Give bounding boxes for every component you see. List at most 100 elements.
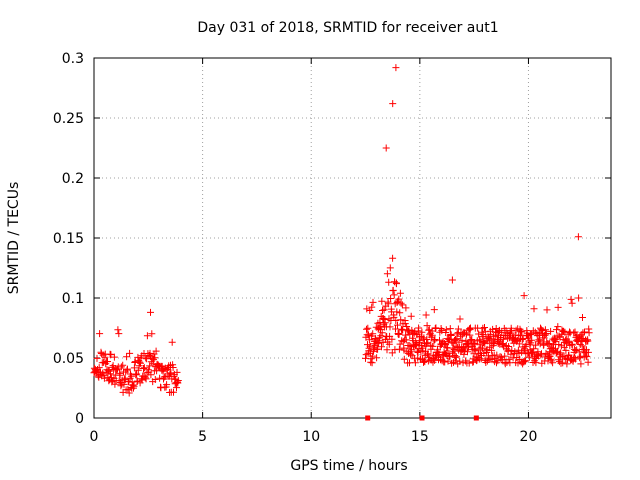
data-point [584,358,592,366]
data-point [438,327,446,335]
data-point [557,349,565,357]
data-point [428,331,436,339]
data-point [381,319,389,327]
data-point [547,327,555,335]
data-point [156,374,164,382]
axis-ticks: 0 0.05 0.1 0.15 0.2 0.25 0.3 0 5 10 15 20 [53,51,611,445]
data-point [401,320,409,328]
data-point [568,340,576,348]
data-point [422,311,430,319]
data-point [385,278,393,286]
data-point [424,350,432,358]
data-point [572,347,580,354]
data-point [111,380,119,388]
data-point [495,327,503,335]
data-point [126,349,134,357]
data-point [151,376,159,383]
data-point [446,325,454,333]
data-point [482,359,490,366]
data-points [90,64,593,397]
data-point [95,373,103,381]
data-point [442,326,450,334]
data-point [386,323,394,331]
data-point [393,299,401,306]
data-point [366,342,374,350]
data-point [383,270,391,278]
data-point [431,356,439,364]
data-point [378,297,386,305]
data-point [501,360,509,368]
data-point [147,308,154,316]
data-point [393,308,401,316]
data-point [528,336,536,344]
data-point [133,370,141,378]
data-point [123,353,131,361]
data-point [174,377,182,384]
data-point [395,295,403,303]
y-tick-label: 0.25 [53,111,84,127]
data-point [583,353,591,361]
data-point [554,347,561,355]
data-point [143,332,151,340]
data-point [134,366,142,374]
data-point [530,345,538,353]
data-point [555,358,563,366]
data-point [400,355,408,363]
y-tick-label: 0 [75,411,84,427]
data-point [557,342,565,350]
data-point [168,338,176,346]
data-point [564,337,572,345]
data-point [430,337,438,345]
data-point [449,347,457,355]
data-point [458,336,466,344]
chart-title: Day 031 of 2018, SRMTID for receiver aut… [197,20,498,36]
data-point [395,345,403,353]
data-point [518,336,526,343]
data-point [115,377,123,385]
data-point [134,353,142,361]
data-point [163,365,171,373]
data-point [374,345,382,353]
data-point [124,385,132,393]
data-point [414,349,422,356]
data-point [536,340,544,348]
data-point [530,305,538,313]
data-point [163,381,171,389]
data-point [115,330,123,338]
gap-marker [419,415,425,421]
data-point [584,337,592,345]
y-tick-label: 0.15 [53,231,84,247]
data-point [468,336,476,343]
data-point [460,350,468,358]
data-point [385,340,393,348]
data-point [365,331,372,339]
data-point [379,307,386,314]
data-point [445,335,453,343]
data-point [93,354,101,362]
data-point [452,353,460,361]
data-point [378,343,385,351]
data-point [397,299,405,307]
data-point [395,330,403,338]
data-point [554,303,562,311]
data-point [365,336,373,344]
data-point [456,315,464,323]
data-point [148,330,156,338]
data-point [389,100,397,108]
data-point [147,371,155,379]
data-point [581,328,588,336]
data-point [100,374,108,382]
data-point [421,358,429,366]
data-point [407,312,415,320]
data-point [559,359,567,367]
x-tick-label: 0 [90,429,99,445]
data-point [167,369,175,377]
data-point [399,337,407,345]
data-point [406,330,414,338]
data-point [397,316,405,324]
data-point [522,357,529,365]
data-point [575,294,583,302]
data-point [390,291,398,299]
data-point [366,307,374,314]
data-point [364,324,372,332]
